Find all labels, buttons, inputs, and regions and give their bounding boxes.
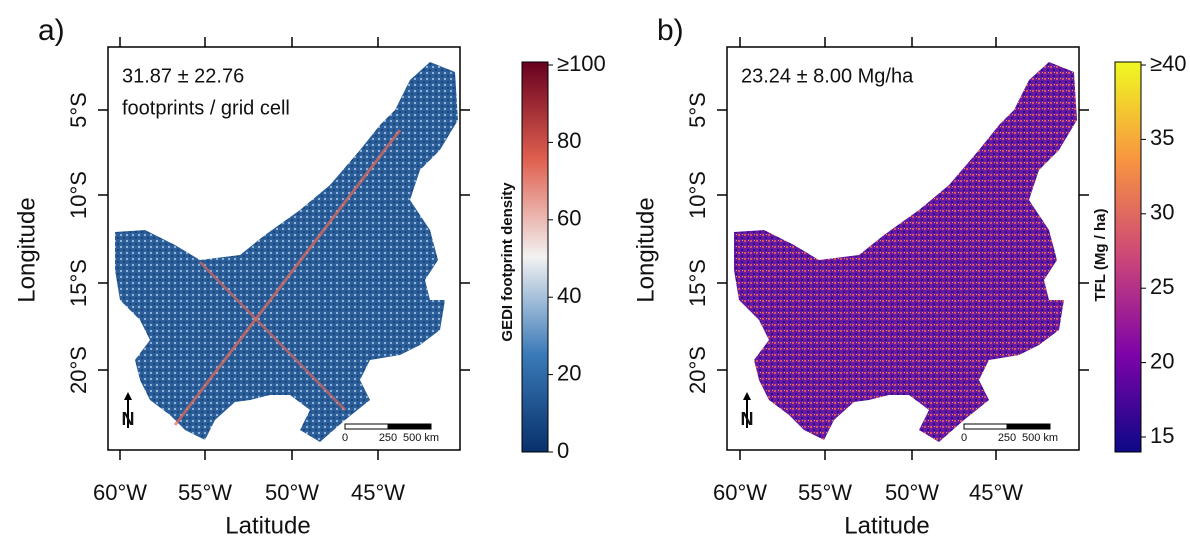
colorbar-title: TFL (Mg / ha) bbox=[1092, 208, 1109, 301]
x-axis-title: Latitude bbox=[844, 512, 929, 539]
panel-label: a) bbox=[38, 14, 65, 47]
scale-label: 250 bbox=[998, 432, 1016, 444]
colorbar-label: ≥40 bbox=[1150, 51, 1187, 76]
colorbar-label: 60 bbox=[557, 206, 581, 231]
scale-bar bbox=[1006, 423, 1051, 430]
scale-label: 500 km bbox=[403, 432, 439, 444]
colorbar-label: 20 bbox=[557, 360, 581, 385]
map-frame bbox=[107, 46, 461, 451]
y-tick-label: 20°S bbox=[66, 346, 91, 394]
colorbar-label: 20 bbox=[1150, 348, 1174, 373]
x-tick-label: 50°W bbox=[885, 480, 939, 505]
north-arrow bbox=[124, 392, 132, 428]
y-axis-title: Longitude bbox=[632, 197, 659, 302]
y-tick-label: 5°S bbox=[66, 92, 91, 128]
scale-label: 250 bbox=[379, 432, 397, 444]
y-tick-label: 10°S bbox=[66, 171, 91, 219]
colorbar-label: 30 bbox=[1150, 200, 1174, 225]
colorbar-label: 25 bbox=[1150, 274, 1174, 299]
x-tick-label: 45°W bbox=[351, 480, 405, 505]
x-tick-label: 55°W bbox=[178, 480, 232, 505]
colorbar-label: 40 bbox=[557, 283, 581, 308]
track bbox=[173, 129, 402, 426]
x-tick-label: 50°W bbox=[265, 480, 319, 505]
colorbar-label: 80 bbox=[557, 128, 581, 153]
colorbar bbox=[521, 61, 549, 453]
annotation: footprints / grid cell bbox=[122, 97, 290, 119]
colorbar-label: 0 bbox=[557, 438, 569, 463]
annotation: 31.87 ± 22.76 bbox=[122, 65, 244, 87]
scale-label: 500 km bbox=[1022, 432, 1058, 444]
colorbar-label: ≥100 bbox=[557, 51, 606, 76]
north-arrow bbox=[743, 392, 751, 428]
track bbox=[198, 260, 347, 412]
north-label: N bbox=[122, 409, 135, 429]
colorbar-label: 15 bbox=[1150, 423, 1174, 448]
panel-label: b) bbox=[657, 14, 684, 47]
colorbar-title: GEDI footprint density bbox=[499, 182, 516, 342]
y-tick-label: 10°S bbox=[685, 171, 710, 219]
map-frame bbox=[726, 46, 1080, 451]
x-tick-label: 60°W bbox=[93, 480, 147, 505]
y-tick-label: 20°S bbox=[685, 346, 710, 394]
y-tick-label: 5°S bbox=[685, 92, 710, 128]
scale-label: 0 bbox=[961, 432, 967, 444]
scale-bar bbox=[387, 423, 432, 430]
y-tick-label: 15°S bbox=[685, 259, 710, 307]
x-tick-label: 45°W bbox=[969, 480, 1023, 505]
colorbar-label: 35 bbox=[1150, 125, 1174, 150]
x-axis-title: Latitude bbox=[225, 512, 310, 539]
panel: b) 5°S 10°S 15°S 20°S 60°W 55°W 50°W 45°W Latitud… bbox=[632, 14, 1186, 539]
y-axis-title: Longitude bbox=[13, 197, 40, 302]
scale-label: 0 bbox=[342, 432, 348, 444]
map-region bbox=[115, 62, 458, 442]
colorbar bbox=[1114, 61, 1142, 453]
map-region bbox=[734, 62, 1077, 442]
panel: a) 5°S 10°S 15°S 20°S 60°W 55°W 50°W 45°W Latitud… bbox=[13, 14, 605, 539]
y-tick-label: 15°S bbox=[66, 259, 91, 307]
x-tick-label: 60°W bbox=[713, 480, 767, 505]
scale-bar bbox=[963, 423, 1008, 430]
annotation: 23.24 ± 8.00 Mg/ha bbox=[741, 65, 914, 87]
x-tick-label: 55°W bbox=[798, 480, 852, 505]
scale-bar bbox=[344, 423, 389, 430]
north-label: N bbox=[741, 409, 754, 429]
